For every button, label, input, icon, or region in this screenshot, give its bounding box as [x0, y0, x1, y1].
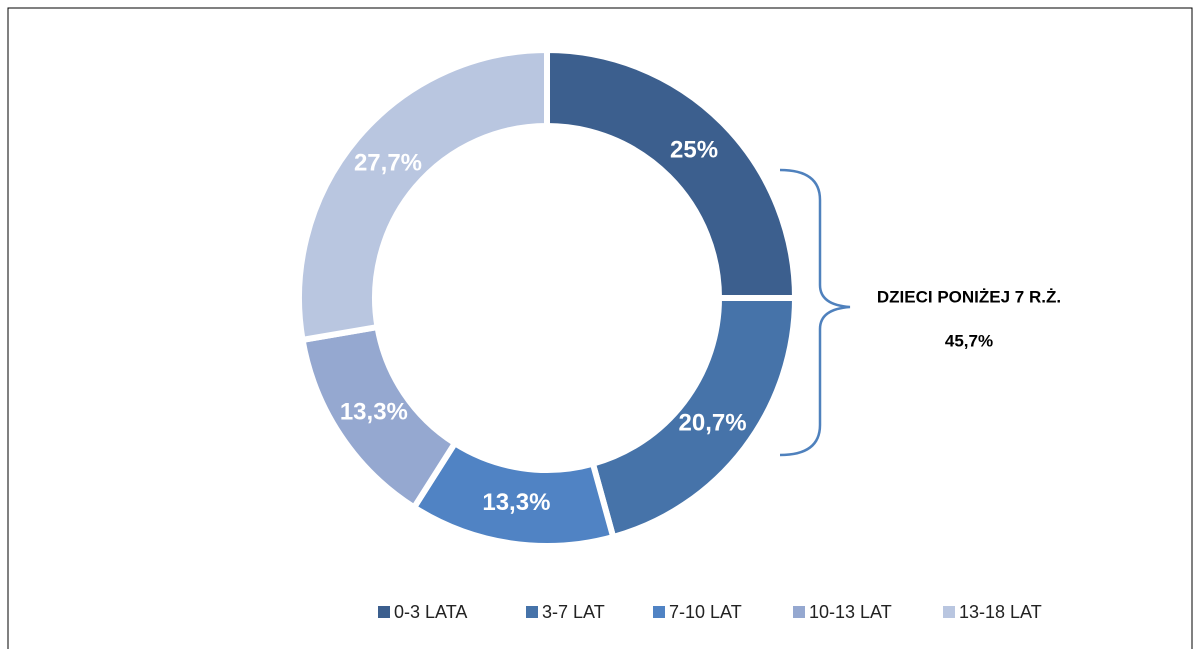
legend-label: 10-13 LAT: [809, 602, 892, 622]
annotation: 45,7%: [945, 331, 993, 350]
legend-swatch: [378, 606, 390, 618]
legend-swatch: [526, 606, 538, 618]
legend-swatch: [793, 606, 805, 618]
data-label: 13,3%: [482, 489, 550, 516]
data-label: 13,3%: [340, 399, 408, 426]
legend-swatch: [653, 606, 665, 618]
legend-swatch: [943, 606, 955, 618]
legend-label: 3-7 LAT: [542, 602, 605, 622]
annotation: DZIECI PONIŻEJ 7 R.Ż.: [877, 287, 1061, 306]
brace: [779, 168, 851, 457]
data-label: 25%: [670, 136, 718, 163]
legend-label: 0-3 LATA: [394, 602, 467, 622]
donut-segment: [544, 46, 799, 301]
data-label: 27,7%: [354, 149, 422, 176]
data-label: 20,7%: [679, 409, 747, 436]
donut-segment: [296, 46, 550, 344]
legend-label: 13-18 LAT: [959, 602, 1042, 622]
legend-label: 7-10 LAT: [669, 602, 742, 622]
